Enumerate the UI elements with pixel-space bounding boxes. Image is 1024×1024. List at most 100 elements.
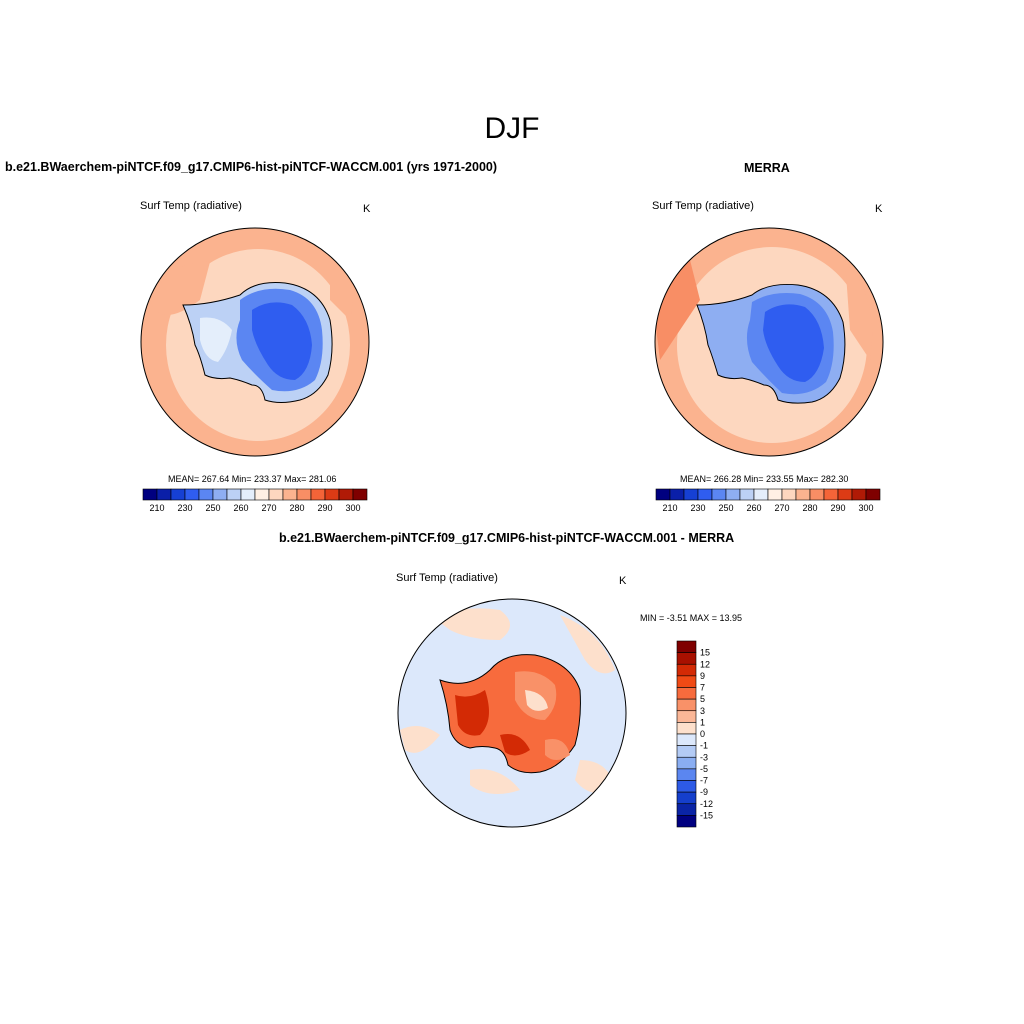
colorbar-swatch	[809, 488, 825, 501]
colorbar-swatch	[851, 488, 867, 501]
colorbar-tick-label: -1	[700, 741, 708, 751]
colorbar-swatch	[198, 488, 214, 501]
colorbar-tick-label: -15	[700, 810, 713, 820]
colorbar-tick-label: 270	[261, 503, 276, 513]
panel-1-case-title: b.e21.BWaerchem-piNTCF.f09_g17.CMIP6-his…	[5, 160, 498, 174]
panel-3-antarctica	[439, 654, 581, 774]
colorbar-swatch	[781, 488, 797, 501]
figure-title: DJF	[484, 112, 540, 145]
panel-1-antarctica	[182, 282, 333, 403]
colorbar-swatch	[711, 488, 727, 501]
colorbar-swatch	[282, 488, 298, 501]
colorbar-tick-label: 0	[700, 729, 705, 739]
colorbar-tick-label: 250	[205, 503, 220, 513]
colorbar-tick-label: 3	[700, 706, 705, 716]
colorbar-tick-label: 210	[662, 503, 677, 513]
colorbar-swatch	[823, 488, 839, 501]
colorbar-swatch	[676, 698, 697, 712]
colorbar-swatch	[676, 687, 697, 700]
panel-2-stats: MEAN= 266.28 Min= 233.55 Max= 282.30	[680, 474, 849, 484]
colorbar-tick-label: -7	[700, 776, 708, 786]
panel-3-polar-map	[397, 598, 627, 828]
colorbar-swatch	[226, 488, 242, 501]
colorbar-tick-label: 15	[700, 648, 710, 658]
panel-2-units-label: K	[875, 203, 883, 215]
colorbar-tick-label: 260	[233, 503, 248, 513]
colorbar-tick-label: 280	[802, 503, 817, 513]
colorbar-swatch	[184, 488, 200, 501]
colorbar-swatch	[676, 652, 697, 665]
colorbar-swatch	[170, 488, 186, 501]
colorbar-swatch	[753, 488, 769, 501]
colorbar-swatch	[676, 640, 697, 653]
panel-1-units-label: K	[363, 203, 371, 215]
colorbar-swatch	[837, 488, 853, 501]
colorbar-swatch	[676, 756, 697, 770]
colorbar-tick-label: 230	[177, 503, 192, 513]
colorbar-tick-label: -12	[700, 799, 713, 809]
colorbar-swatch	[655, 488, 671, 501]
colorbar-swatch	[254, 488, 270, 501]
colorbar-swatch	[676, 815, 697, 828]
colorbar-tick-label: 270	[774, 503, 789, 513]
panel-2-colorbar: 210 230 250 260 270 280 290 300	[655, 488, 881, 513]
colorbar-tick-label: 280	[289, 503, 304, 513]
colorbar-swatch	[338, 488, 354, 501]
colorbar-tick-label: 290	[317, 503, 332, 513]
colorbar-tick-label: -3	[700, 752, 708, 762]
colorbar-swatch	[676, 722, 697, 735]
panel-1-polar-map	[140, 227, 370, 457]
colorbar-swatch	[676, 803, 697, 816]
colorbar-swatch	[676, 791, 697, 805]
panel-1-variable-label: Surf Temp (radiative)	[140, 200, 242, 212]
colorbar-tick-label: 5	[700, 694, 705, 704]
panel-2-polar-map	[654, 227, 884, 457]
colorbar-swatch	[676, 768, 697, 781]
colorbar-swatch	[676, 733, 697, 746]
colorbar-swatch	[268, 488, 284, 501]
panel-1-stats: MEAN= 267.64 Min= 233.37 Max= 281.06	[168, 474, 337, 484]
colorbar-swatch	[676, 675, 697, 688]
colorbar-swatch	[676, 745, 697, 758]
colorbar-tick-label: 260	[746, 503, 761, 513]
panel-2-case-title: MERRA	[744, 161, 790, 175]
panel-1-colorbar: 210 230 250 260 270 280 290 300	[142, 488, 368, 513]
colorbar-swatch	[865, 488, 881, 501]
colorbar-swatch	[310, 488, 326, 501]
colorbar-swatch	[767, 488, 783, 501]
colorbar-swatch	[697, 488, 713, 501]
colorbar-swatch	[795, 488, 811, 501]
colorbar-tick-label: 12	[700, 659, 710, 669]
colorbar-swatch	[240, 488, 256, 501]
colorbar-swatch	[676, 663, 697, 677]
panel-2-antarctica	[696, 284, 846, 404]
colorbar-swatch	[156, 488, 172, 501]
colorbar-tick-label: 290	[830, 503, 845, 513]
colorbar-swatch	[296, 488, 312, 501]
colorbar-swatch	[676, 780, 697, 793]
colorbar-tick-label: 9	[700, 671, 705, 681]
colorbar-swatch	[676, 710, 697, 723]
colorbar-tick-label: -5	[700, 764, 708, 774]
colorbar-swatch	[324, 488, 340, 501]
colorbar-tick-label: -9	[700, 787, 708, 797]
colorbar-swatch	[669, 488, 685, 501]
colorbar-tick-label: 230	[690, 503, 705, 513]
colorbar-tick-label: 7	[700, 683, 705, 693]
panel-2-variable-label: Surf Temp (radiative)	[652, 200, 754, 212]
panel-3-units-label: K	[619, 575, 627, 587]
colorbar-tick-label: 1	[700, 717, 705, 727]
panel-3-case-title: b.e21.BWaerchem-piNTCF.f09_g17.CMIP6-his…	[279, 531, 735, 545]
colorbar-tick-label: 300	[858, 503, 873, 513]
colorbar-swatch	[142, 488, 158, 501]
colorbar-tick-label: 250	[718, 503, 733, 513]
panel-3-variable-label: Surf Temp (radiative)	[396, 572, 498, 584]
colorbar-swatch	[212, 488, 228, 501]
colorbar-swatch	[352, 488, 368, 501]
colorbar-tick-label: 210	[149, 503, 164, 513]
colorbar-swatch	[739, 488, 755, 501]
colorbar-swatch	[683, 488, 699, 501]
